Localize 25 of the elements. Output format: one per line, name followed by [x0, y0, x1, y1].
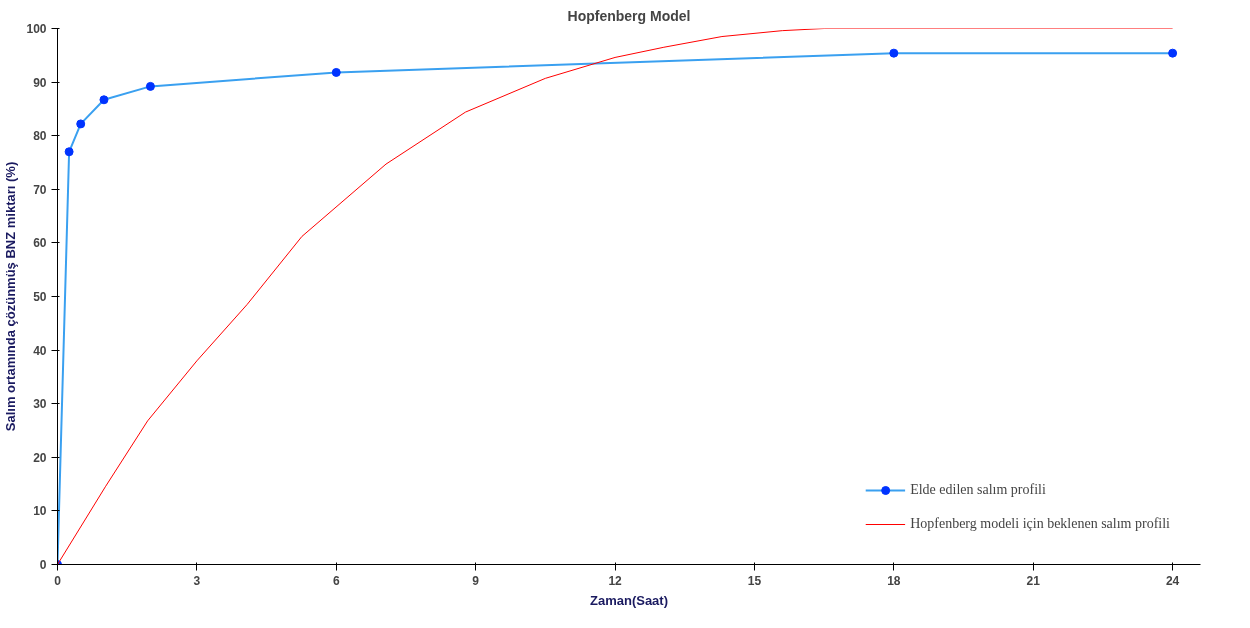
legend-label: Hopfenberg modeli için beklenen salım profili [910, 516, 1170, 532]
y-tick-label: 100 [26, 22, 47, 36]
x-tick-label: 9 [472, 573, 480, 588]
x-tick-label: 24 [1165, 573, 1180, 588]
y-tick-label: 10 [33, 504, 47, 519]
y-tick-label: 20 [33, 450, 47, 465]
x-tick-label: 15 [747, 573, 762, 588]
y-tick-label: 90 [33, 75, 47, 90]
y-tick-label: 40 [33, 343, 47, 358]
legend-label: Elde edilen salım profili [910, 482, 1046, 498]
x-tick-label: 0 [54, 573, 62, 588]
x-tick-label: 18 [887, 573, 901, 588]
y-axis-title: Salım ortamında çözünmüş BNZ miktarı (%) [3, 161, 19, 432]
chart-title: Hopfenberg Model [567, 7, 691, 24]
x-axis-title: Zaman(Saat) [589, 592, 669, 608]
x-tick-label: 3 [193, 573, 201, 588]
y-tick-label: 0 [39, 558, 47, 572]
y-tick-label: 60 [33, 236, 47, 251]
x-tick-label: 12 [608, 573, 623, 588]
y-tick-label: 30 [33, 397, 47, 412]
x-tick-label: 6 [332, 573, 340, 588]
y-tick-label: 80 [33, 129, 47, 144]
y-tick-label: 50 [33, 290, 47, 304]
y-tick-label: 70 [33, 182, 47, 197]
x-tick-label: 21 [1026, 573, 1041, 588]
